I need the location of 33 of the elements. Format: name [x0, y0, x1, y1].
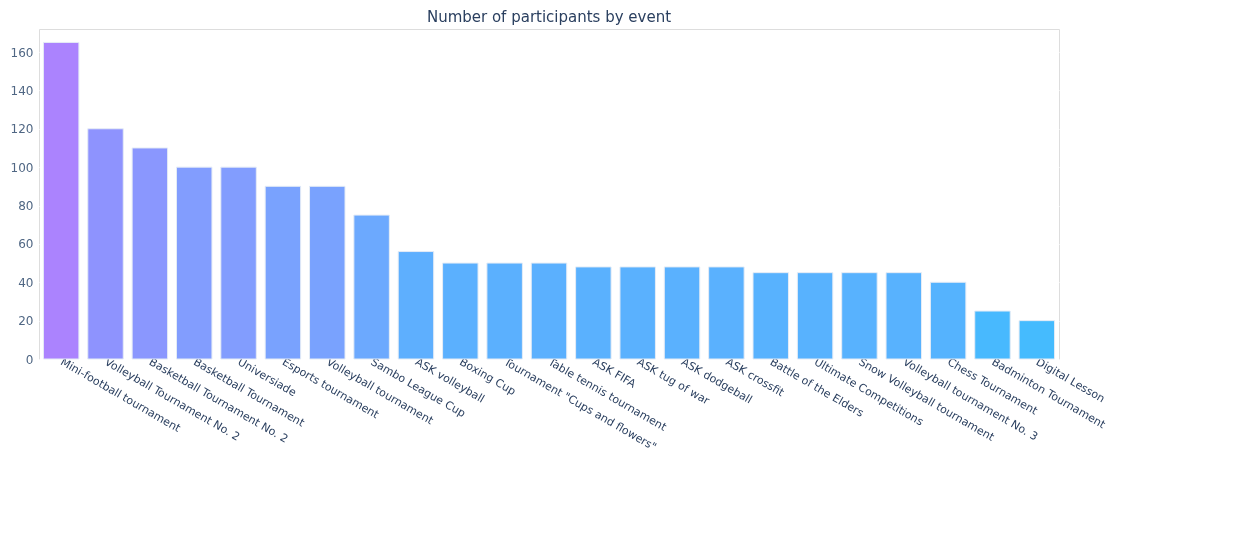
bar: [708, 266, 745, 360]
bar: [1018, 320, 1056, 360]
y-tick-label: 40: [18, 275, 34, 290]
y-tick-label: 20: [18, 314, 34, 329]
bar: [752, 272, 789, 360]
bar: [575, 266, 612, 360]
bar: [220, 166, 257, 360]
y-tick-label: 160: [10, 45, 34, 60]
bar: [663, 266, 701, 360]
y-tick-label: 0: [25, 352, 34, 367]
bar: [87, 128, 124, 360]
y-tick-label: 80: [18, 199, 34, 214]
bar: [486, 262, 523, 360]
y-tick-label: 120: [10, 122, 34, 137]
bar: [841, 272, 878, 360]
bar: [885, 272, 923, 360]
bar: [619, 266, 656, 360]
bar: [264, 185, 302, 360]
bar: [309, 185, 346, 360]
bar: [42, 41, 80, 360]
bar: [974, 310, 1011, 360]
bar: [530, 262, 568, 360]
y-tick-label: 60: [18, 237, 34, 252]
bar: [175, 166, 213, 360]
bar: [353, 214, 390, 360]
y-tick-label: 140: [10, 83, 34, 98]
bar: [397, 251, 435, 360]
y-tick-label: 100: [10, 160, 34, 175]
bar: [929, 281, 967, 360]
bar: [796, 272, 834, 360]
chart-title: Number of participants by event: [426, 8, 672, 26]
bar: [442, 262, 479, 360]
bar: [131, 147, 169, 360]
